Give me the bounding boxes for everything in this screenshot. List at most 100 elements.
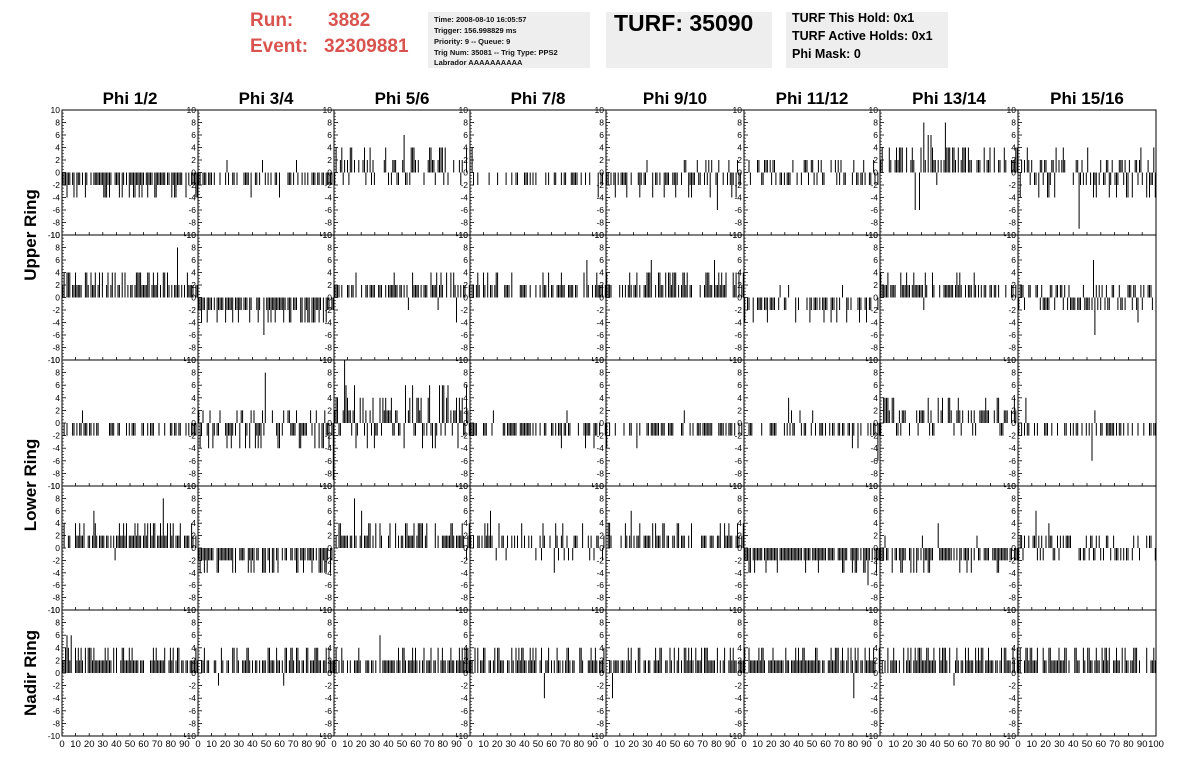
y-tick-label: 2 [463, 155, 468, 165]
y-tick-label: -4 [1008, 693, 1016, 703]
x-tick-label: 70 [152, 739, 163, 750]
waveform-series [334, 135, 467, 185]
y-tick-label: -4 [460, 318, 468, 328]
waveform-series [470, 510, 605, 573]
y-tick-label: -6 [734, 706, 742, 716]
y-tick-label: 4 [1011, 518, 1016, 528]
y-tick-label: -4 [324, 318, 332, 328]
waveform-series [1018, 397, 1156, 461]
panel-frame [333, 234, 471, 361]
y-tick-label: 2 [327, 155, 332, 165]
y-tick-label: -8 [188, 718, 196, 728]
y-tick-label: 8 [599, 243, 604, 253]
x-tick-label: 30 [642, 739, 653, 750]
y-tick-label: -4 [1008, 568, 1016, 578]
x-tick-label: 0 [331, 739, 336, 750]
waveform-series [334, 360, 470, 449]
y-tick-label: 4 [873, 518, 878, 528]
y-tick-label: -2 [188, 681, 196, 691]
x-tick-label: 10 [70, 739, 81, 750]
y-tick-label: -4 [870, 568, 878, 578]
column-title: Phi 13/14 [912, 89, 986, 108]
y-tick-label: 10 [595, 230, 605, 240]
y-tick-label: -4 [870, 443, 878, 453]
y-tick-label: 8 [191, 493, 196, 503]
waveform-series [198, 160, 333, 198]
y-tick-label: 2 [191, 280, 196, 290]
y-tick-label: -8 [460, 593, 468, 603]
y-tick-label: 2 [327, 405, 332, 415]
waveform-series [62, 635, 198, 673]
y-tick-label: -2 [596, 180, 604, 190]
waveform-series [63, 410, 197, 436]
waveform-series [198, 297, 334, 335]
column-title: Phi 1/2 [103, 89, 158, 108]
y-tick-label: -6 [52, 706, 60, 716]
y-tick-label: -8 [1008, 218, 1016, 228]
waveform-series [880, 272, 1017, 310]
y-tick-label: 0 [327, 668, 332, 678]
y-tick-label: -4 [1008, 443, 1016, 453]
x-tick-label: 10 [478, 739, 489, 750]
y-tick-label: 10 [869, 605, 879, 615]
y-tick-label: 4 [463, 143, 468, 153]
y-tick-label: -6 [460, 706, 468, 716]
y-tick-label: -4 [324, 193, 332, 203]
y-tick-label: -10 [1004, 731, 1017, 741]
y-tick-label: 10 [869, 105, 879, 115]
y-tick-label: 8 [463, 118, 468, 128]
y-tick-label: -10 [48, 481, 61, 491]
time-text: Time: 2008-08-10 16:05:57 [434, 15, 527, 24]
x-tick-label: 90 [725, 739, 736, 750]
y-tick-label: 0 [1011, 543, 1016, 553]
y-tick-label: 8 [55, 618, 60, 628]
y-tick-label: 8 [191, 118, 196, 128]
y-tick-label: 6 [873, 630, 878, 640]
ring-label: Nadir Ring [21, 630, 40, 716]
y-tick-label: -4 [188, 693, 196, 703]
y-tick-label: -4 [52, 443, 60, 453]
y-tick-label: 4 [873, 643, 878, 653]
y-tick-label: 2 [599, 280, 604, 290]
y-tick-label: 0 [873, 668, 878, 678]
y-tick-label: 8 [599, 368, 604, 378]
y-tick-label: -4 [734, 443, 742, 453]
y-tick-label: 10 [187, 605, 197, 615]
y-tick-label: -4 [188, 318, 196, 328]
y-tick-label: -2 [324, 180, 332, 190]
y-tick-label: 4 [599, 393, 604, 403]
y-tick-label: 2 [55, 655, 60, 665]
x-tick-label: 20 [356, 739, 367, 750]
y-tick-label: 0 [55, 543, 60, 553]
y-tick-label: 8 [191, 368, 196, 378]
y-tick-label: 4 [873, 268, 878, 278]
y-tick-label: -6 [1008, 580, 1016, 590]
y-tick-label: -6 [870, 456, 878, 466]
y-tick-label: -2 [1008, 180, 1016, 190]
x-tick-label: 40 [111, 739, 122, 750]
y-tick-label: 2 [327, 531, 332, 541]
y-tick-label: 10 [595, 355, 605, 365]
y-tick-label: -8 [870, 218, 878, 228]
y-tick-label: -2 [1008, 681, 1016, 691]
y-tick-label: 8 [463, 618, 468, 628]
waveform-series [607, 510, 744, 548]
y-tick-label: -2 [596, 431, 604, 441]
x-tick-label: 90 [451, 739, 462, 750]
y-tick-label: 4 [55, 268, 60, 278]
column-title: Phi 5/6 [375, 89, 430, 108]
turf-box: TURF: 35090 [606, 10, 772, 68]
x-tick-label: 60 [684, 739, 695, 750]
y-tick-label: 0 [463, 668, 468, 678]
y-tick-label: -4 [460, 193, 468, 203]
y-tick-label: 8 [463, 243, 468, 253]
waveform-series [471, 260, 606, 298]
y-tick-label: -2 [324, 431, 332, 441]
